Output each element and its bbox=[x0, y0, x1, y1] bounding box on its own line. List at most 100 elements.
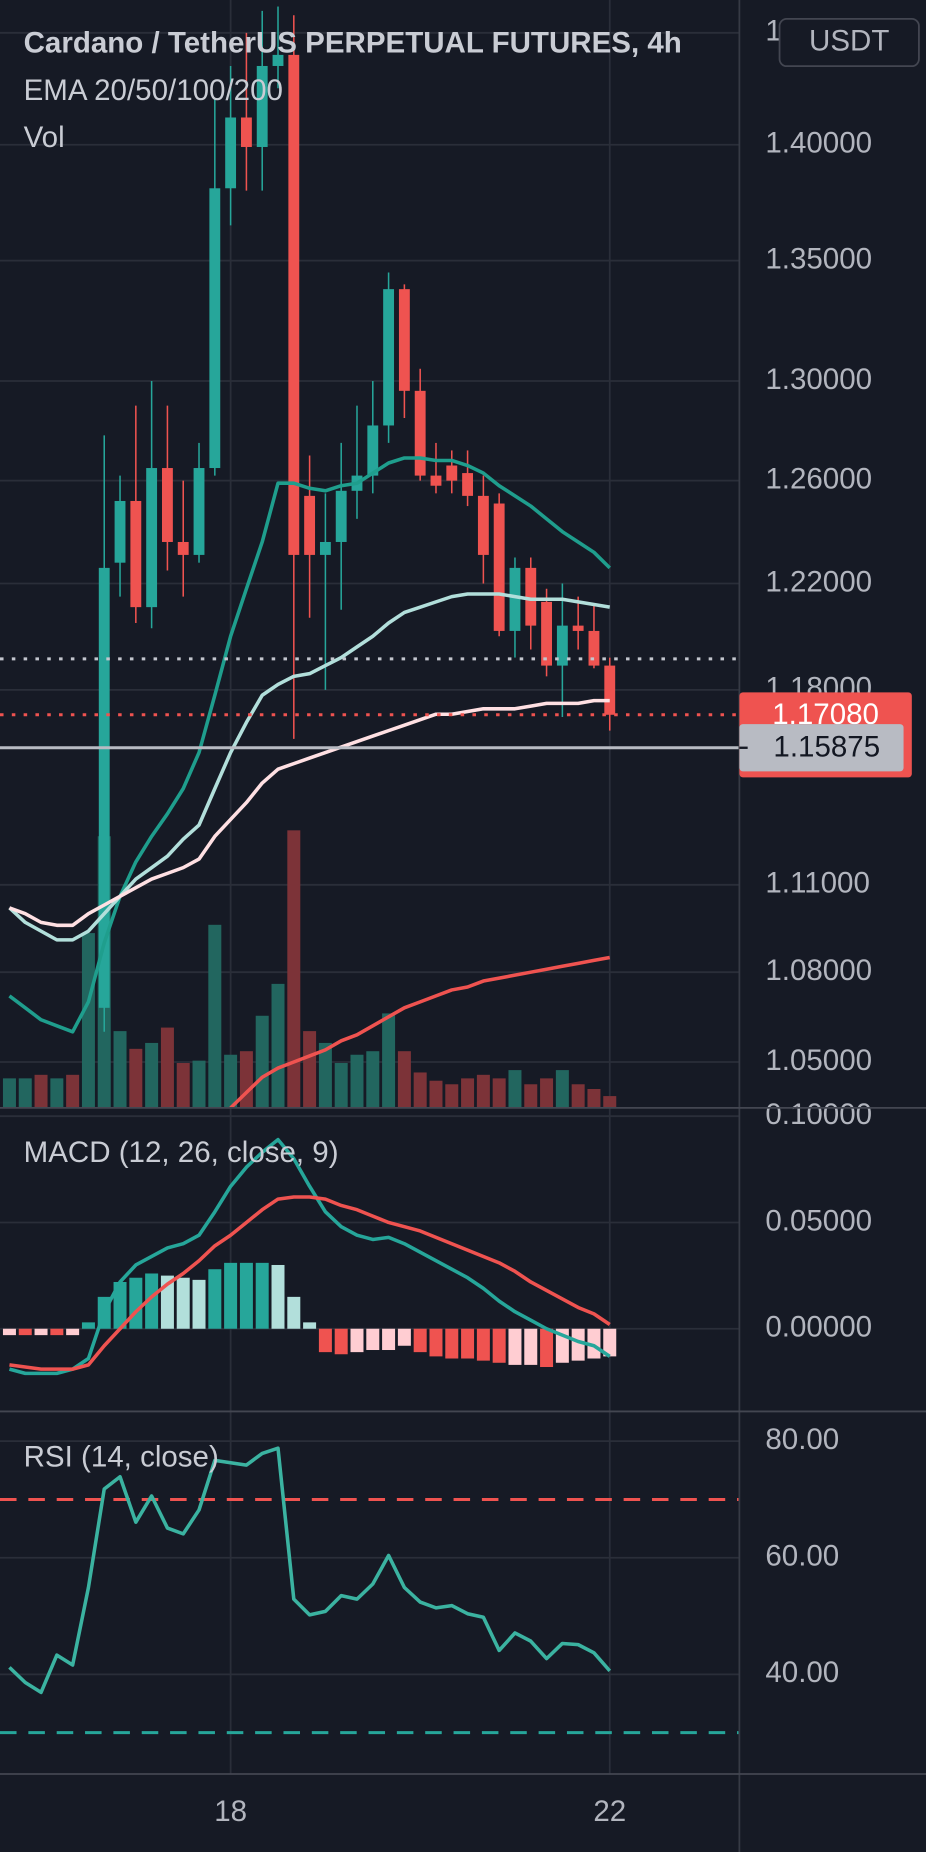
y-tick-label: 60.00 bbox=[765, 1540, 839, 1573]
histogram-bar bbox=[34, 1328, 48, 1336]
volume-bar bbox=[587, 1088, 601, 1108]
y-tick-label: 1.11000 bbox=[765, 867, 870, 900]
currency-button[interactable] bbox=[778, 18, 920, 68]
histogram-bar bbox=[397, 1328, 411, 1346]
histogram-bar bbox=[524, 1328, 538, 1365]
volume-bar bbox=[318, 1042, 332, 1108]
volume-bar bbox=[287, 830, 301, 1108]
price-pane bbox=[0, 6, 740, 1108]
volume-bar bbox=[413, 1072, 427, 1108]
volume-bar bbox=[524, 1084, 538, 1108]
candle-body bbox=[383, 289, 395, 426]
volume-bar bbox=[461, 1078, 475, 1108]
y-tick-label: 1.40000 bbox=[765, 127, 872, 160]
legend: Cardano / TetherUS PERPETUAL FUTURES, 4h… bbox=[24, 27, 682, 154]
ema-line bbox=[229, 955, 611, 1108]
candle-body bbox=[256, 65, 268, 147]
candle-body bbox=[398, 289, 410, 391]
histogram-bar bbox=[318, 1328, 332, 1353]
macd-line bbox=[8, 1137, 611, 1376]
y-tick-label: 1.08000 bbox=[765, 954, 872, 987]
macd-line bbox=[9, 1195, 611, 1371]
ema-line bbox=[8, 592, 611, 942]
ema-line bbox=[8, 698, 610, 928]
histogram-bar bbox=[18, 1328, 32, 1336]
volume-bar bbox=[303, 1031, 317, 1108]
candle-body bbox=[509, 567, 521, 631]
reference-label-box bbox=[739, 724, 904, 772]
candle-body bbox=[430, 475, 442, 486]
volume-bar bbox=[540, 1078, 554, 1108]
candle-body bbox=[319, 541, 331, 555]
histogram-bar bbox=[540, 1328, 554, 1368]
histogram-bar bbox=[603, 1328, 617, 1357]
candle-body bbox=[98, 567, 110, 1008]
rsi-pane bbox=[0, 1446, 740, 1735]
candle-body bbox=[240, 117, 252, 147]
macd-title: MACD (12, 26, close, 9) bbox=[24, 1136, 339, 1169]
candle-body bbox=[114, 500, 126, 563]
candle-body bbox=[541, 601, 552, 666]
volume-bar bbox=[18, 1078, 32, 1108]
histogram-bar bbox=[176, 1277, 190, 1329]
volume-bar bbox=[397, 1051, 411, 1108]
y-tick-label: 1.30000 bbox=[765, 363, 872, 396]
candle-body bbox=[367, 425, 379, 476]
histogram-bar bbox=[81, 1322, 95, 1329]
y-tick-label: 0.10000 bbox=[765, 1098, 872, 1131]
volume-bar bbox=[271, 983, 285, 1108]
histogram-bar bbox=[366, 1328, 380, 1351]
x-tick-label: 18 bbox=[214, 1795, 247, 1828]
volume-bar bbox=[129, 1048, 143, 1108]
volume-bar bbox=[350, 1054, 364, 1108]
volume-bar bbox=[492, 1078, 506, 1108]
volume-bar bbox=[603, 1096, 617, 1108]
histogram-bar bbox=[129, 1277, 143, 1329]
volume-bar bbox=[445, 1084, 459, 1108]
y-tick-label: 80.00 bbox=[765, 1423, 839, 1456]
histogram-bar bbox=[287, 1296, 301, 1329]
candle-body bbox=[493, 503, 505, 631]
candle-body bbox=[446, 465, 458, 481]
volume-bar bbox=[50, 1078, 64, 1108]
y-tick-label: 1.05000 bbox=[765, 1044, 872, 1077]
ema-line bbox=[8, 456, 611, 1034]
histogram-bar bbox=[113, 1281, 127, 1329]
volume-bar bbox=[2, 1078, 16, 1108]
candle-body bbox=[272, 54, 284, 66]
candle-body bbox=[161, 468, 173, 542]
currency-label: USDT bbox=[809, 24, 889, 57]
reference-label: 1.15875 bbox=[773, 731, 880, 764]
volume-bar bbox=[66, 1074, 80, 1108]
histogram-bar bbox=[571, 1328, 585, 1361]
volume-bar bbox=[555, 1070, 569, 1108]
histogram-bar bbox=[255, 1262, 269, 1329]
histogram-bar bbox=[429, 1328, 443, 1357]
histogram-bar bbox=[350, 1328, 364, 1353]
y-tick-label: 1.35000 bbox=[765, 242, 872, 275]
volume-bar bbox=[208, 924, 222, 1108]
volume-bar bbox=[508, 1070, 522, 1108]
histogram-bar bbox=[208, 1269, 222, 1329]
histogram-bar bbox=[334, 1328, 348, 1355]
candle-body bbox=[477, 495, 489, 555]
candle-body bbox=[525, 567, 537, 626]
volume-bar bbox=[255, 1015, 269, 1108]
histogram-bar bbox=[476, 1328, 490, 1361]
x-tick-label: 22 bbox=[593, 1795, 626, 1828]
chart-title: Cardano / TetherUS PERPETUAL FUTURES, 4h bbox=[24, 27, 682, 60]
candle-body bbox=[414, 390, 426, 476]
volume-bar bbox=[113, 1031, 127, 1108]
histogram-bar bbox=[239, 1262, 253, 1329]
volume-bar bbox=[476, 1074, 490, 1108]
candle-body bbox=[588, 630, 600, 666]
y-tick-label: 40.00 bbox=[765, 1656, 839, 1689]
volume-bar bbox=[224, 1054, 238, 1108]
candle-body bbox=[130, 500, 142, 608]
candle-body bbox=[225, 117, 237, 189]
volume-bar bbox=[571, 1084, 585, 1108]
candle-body bbox=[335, 490, 347, 542]
rsi-line bbox=[8, 1446, 612, 1695]
